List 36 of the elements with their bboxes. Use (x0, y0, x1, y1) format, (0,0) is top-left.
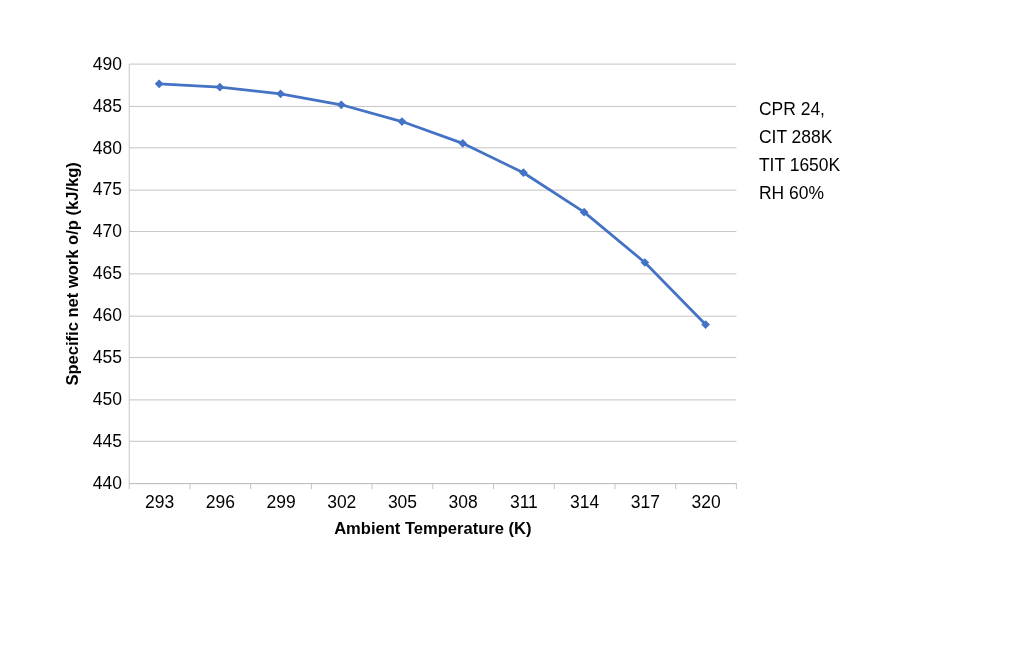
x-tick-label: 317 (630, 492, 660, 513)
x-tick-label: 293 (145, 492, 175, 513)
point (701, 320, 710, 329)
point (640, 258, 650, 267)
x-tick-label: 296 (205, 492, 235, 513)
y-tick-label: 485 (92, 95, 122, 116)
x-tick-label: 314 (570, 492, 600, 513)
y-tick-label: 470 (92, 221, 123, 242)
point (276, 89, 285, 99)
point (215, 82, 225, 92)
x-tick-label: 302 (327, 492, 357, 513)
y-tick-label: 455 (92, 347, 122, 368)
text: CIT 288K (758, 127, 833, 148)
x-tick-label: 308 (448, 492, 478, 513)
y-tick-label: 465 (92, 263, 122, 284)
y-axis-title: Specific net work o/p (kJ/kg) (63, 162, 83, 386)
point (336, 100, 346, 110)
point (579, 207, 589, 217)
point (154, 79, 164, 89)
x-axis-title: Ambient Temperature (K) (334, 519, 532, 539)
y-tick-label: 445 (92, 431, 122, 452)
y-tick-label: 480 (92, 137, 123, 158)
point (519, 168, 528, 178)
y-tick-label: 450 (92, 389, 123, 410)
x-tick-label: 299 (266, 492, 296, 513)
x-tick-label: 311 (509, 492, 538, 513)
y-tick-label: 440 (92, 473, 123, 494)
y-tick-label: 475 (92, 179, 122, 200)
text: RH 60% (758, 183, 824, 204)
text: CPR 24, (758, 99, 825, 120)
text: TIT 1650K (758, 155, 841, 176)
x-tick-label: 320 (691, 492, 721, 513)
point (458, 139, 468, 148)
x-tick-label: 305 (387, 492, 418, 513)
y-tick-label: 460 (92, 305, 123, 326)
y-tick-label: 490 (92, 53, 123, 74)
